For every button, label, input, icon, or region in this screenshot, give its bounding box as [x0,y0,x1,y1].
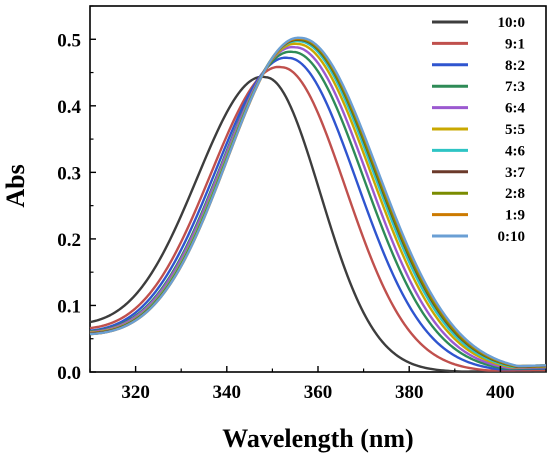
legend-label: 9:1 [505,36,525,52]
y-tick-label: 0.2 [57,230,81,251]
series-line-8-2 [89,56,547,371]
series-line-3-7 [89,38,547,368]
legend-label: 6:4 [505,101,525,117]
legend-label: 10:0 [498,15,526,31]
legend-label: 1:9 [505,208,525,224]
x-tick-label: 400 [486,382,515,403]
series-line-7-3 [89,50,547,370]
y-tick-label: 0.3 [57,163,81,184]
legend-label: 3:7 [505,165,525,181]
y-axis-title: Abs [1,164,30,207]
legend-label: 2:8 [505,186,525,202]
x-axis-title: Wavelength (nm) [222,424,413,453]
series-line-4-6 [89,39,547,368]
y-tick-label: 0.5 [57,30,81,51]
legend-label: 5:5 [505,122,525,138]
series-line-5-5 [89,42,547,369]
legend-label: 0:10 [498,229,526,245]
x-tick-label: 380 [395,382,424,403]
x-tick-label: 360 [304,382,333,403]
legend-label: 4:6 [505,143,525,159]
y-tick-label: 0.4 [57,97,81,118]
legend-label: 8:2 [505,58,525,74]
x-axis: 320 340 360 380 400 [89,366,547,403]
y-tick-label: 0.0 [57,363,81,384]
y-axis: 0.0 0.1 0.2 0.3 0.4 0.5 [57,5,96,384]
x-tick-label: 320 [121,382,150,403]
series-line-6-4 [89,45,547,370]
legend: 10:0 9:1 8:2 7:3 6:4 5:5 4:6 3:7 2:8 1:9 0:10 [432,15,525,245]
x-tick-label: 340 [213,382,242,403]
series-line-9-1 [89,65,547,372]
series-line-0-10 [89,36,547,368]
legend-label: 7:3 [505,79,525,95]
series-line-10-0 [89,75,547,373]
y-tick-label: 0.1 [57,296,81,317]
series-layer [89,36,547,373]
